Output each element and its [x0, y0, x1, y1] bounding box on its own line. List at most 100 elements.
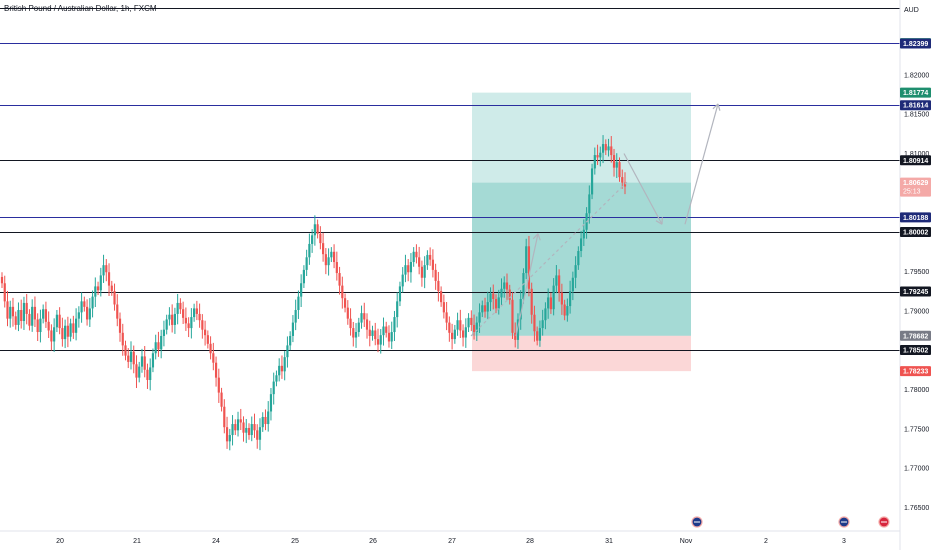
- candle-body: [531, 289, 533, 315]
- candle-body: [28, 314, 30, 326]
- candle-body: [273, 382, 275, 395]
- candle-body: [369, 330, 371, 336]
- candle-body: [201, 320, 203, 329]
- candle-body: [399, 286, 401, 301]
- candle-body: [366, 319, 368, 329]
- candle-body: [330, 252, 332, 258]
- candle-body: [462, 330, 464, 337]
- candle-body: [102, 265, 104, 275]
- candle-body: [179, 303, 181, 309]
- date-tick-label: 2: [764, 538, 768, 545]
- candle-body: [223, 407, 225, 427]
- candle-body: [503, 282, 505, 288]
- candle-body: [138, 367, 140, 378]
- candle-body: [237, 419, 239, 430]
- price-tick-label: 1.82000: [904, 72, 929, 79]
- date-tick-label: 3: [842, 538, 846, 545]
- candle-body: [234, 424, 236, 430]
- candle-body: [174, 314, 176, 325]
- candle-body: [212, 353, 214, 362]
- candle-body: [558, 275, 560, 292]
- candle-body: [300, 283, 302, 296]
- candle-body: [314, 224, 316, 235]
- candle-body: [75, 319, 77, 333]
- candle-body: [122, 333, 124, 346]
- candle-body: [59, 315, 61, 328]
- candle-body: [596, 155, 598, 157]
- candle-body: [344, 298, 346, 307]
- candle-body: [242, 422, 244, 432]
- price-tick-label: 1.78000: [904, 387, 929, 394]
- candle-body: [382, 327, 384, 336]
- candle-body: [108, 272, 110, 285]
- candle-body: [9, 307, 11, 319]
- candle-body: [278, 366, 280, 375]
- candle-body: [388, 333, 390, 342]
- candle-body: [207, 335, 209, 344]
- candle-body: [435, 270, 437, 281]
- candle-body: [456, 320, 458, 329]
- candle-body: [149, 367, 151, 380]
- candle-body: [407, 265, 409, 272]
- candle-body: [484, 305, 486, 311]
- candle-body: [448, 323, 450, 333]
- candle-body: [539, 328, 541, 341]
- candle-body: [489, 293, 491, 302]
- candle-body: [577, 251, 579, 265]
- candle-body: [396, 301, 398, 317]
- candle-body: [94, 286, 96, 296]
- price-badge-label: 1.80914: [903, 158, 928, 165]
- candle-body: [264, 417, 266, 424]
- currency-label: AUD: [904, 7, 919, 14]
- candle-body: [253, 424, 255, 430]
- price-badge-label: 1.78233: [903, 369, 928, 376]
- candle-body: [454, 330, 456, 339]
- candle-body: [580, 238, 582, 251]
- date-tick-label: 24: [212, 538, 220, 545]
- candle-body: [42, 309, 44, 318]
- candle-body: [157, 342, 159, 349]
- candle-body: [209, 344, 211, 353]
- candle-body: [473, 325, 475, 332]
- price-tick-label: 1.79500: [904, 269, 929, 276]
- candle-body: [20, 310, 22, 321]
- candle-body: [133, 352, 135, 365]
- candle-body: [602, 144, 604, 153]
- candle-body: [547, 297, 549, 308]
- stop-zone: [472, 336, 691, 371]
- candle-body: [56, 315, 58, 328]
- candle-body: [135, 364, 137, 377]
- candle-body: [182, 309, 184, 318]
- candle-body: [591, 168, 593, 194]
- candle-body: [270, 394, 272, 411]
- candle-body: [421, 267, 423, 278]
- candle-body: [306, 257, 308, 270]
- candle-body: [478, 312, 480, 322]
- candle-body: [80, 301, 82, 312]
- candle-body: [574, 265, 576, 278]
- candle-body: [492, 293, 494, 299]
- candle-body: [64, 326, 66, 339]
- candle-body: [284, 357, 286, 371]
- candle-body: [34, 307, 36, 320]
- date-tick-label: 27: [448, 538, 456, 545]
- candle-body: [308, 244, 310, 257]
- candle-body: [533, 315, 535, 332]
- candle-body: [564, 304, 566, 315]
- candle-body: [566, 306, 568, 315]
- candle-body: [550, 297, 552, 309]
- date-tick-label: 20: [56, 538, 64, 545]
- candle-body: [215, 363, 217, 378]
- candle-body: [177, 303, 179, 314]
- candle-body: [67, 326, 69, 337]
- candle-body: [50, 330, 52, 341]
- candle-body: [374, 330, 376, 339]
- candle-body: [341, 286, 343, 299]
- candle-body: [544, 308, 546, 320]
- candle-body: [528, 246, 530, 288]
- date-tick-label: 26: [369, 538, 377, 545]
- candle-body: [487, 302, 489, 311]
- candle-body: [23, 303, 25, 321]
- candle-body: [31, 307, 33, 326]
